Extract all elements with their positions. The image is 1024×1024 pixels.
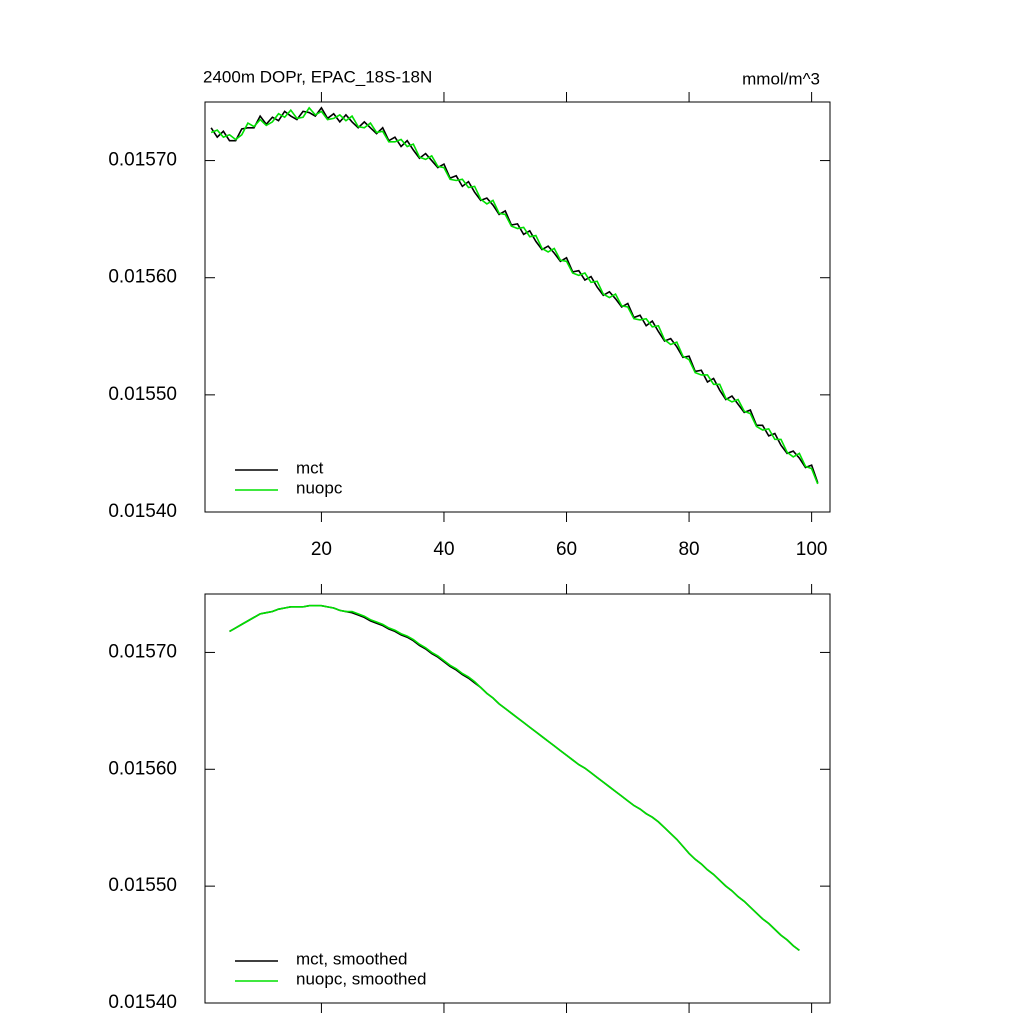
units-label: mmol/m^3	[742, 69, 820, 88]
legend-label: nuopc	[296, 478, 343, 497]
legend-label: nuopc, smoothed	[296, 969, 426, 988]
series-line	[229, 604, 800, 952]
y-tick-label: 0.01540	[108, 992, 177, 1013]
y-tick-label: 0.01570	[108, 641, 177, 662]
plot-frame	[204, 101, 831, 513]
x-tick-label: 60	[556, 539, 577, 560]
y-tick-label: 0.01540	[108, 501, 177, 522]
x-tick-label: 40	[433, 539, 454, 560]
y-tick-label: 0.01550	[108, 384, 177, 405]
x-tick-label: 20	[311, 539, 332, 560]
series-line	[210, 106, 819, 483]
x-tick-label: 100	[796, 539, 828, 560]
plot-frame	[204, 593, 831, 1004]
y-tick-label: 0.01570	[108, 150, 177, 171]
y-tick-label: 0.01550	[108, 875, 177, 896]
chart-title: 2400m DOPr, EPAC_18S-18N	[203, 67, 432, 86]
series-line	[229, 604, 800, 952]
x-tick-label: 80	[678, 539, 699, 560]
legend-label: mct	[296, 458, 324, 477]
series-line	[210, 106, 819, 485]
y-tick-label: 0.01560	[108, 758, 177, 779]
y-tick-label: 0.01560	[108, 267, 177, 288]
legend-label: mct, smoothed	[296, 949, 408, 968]
